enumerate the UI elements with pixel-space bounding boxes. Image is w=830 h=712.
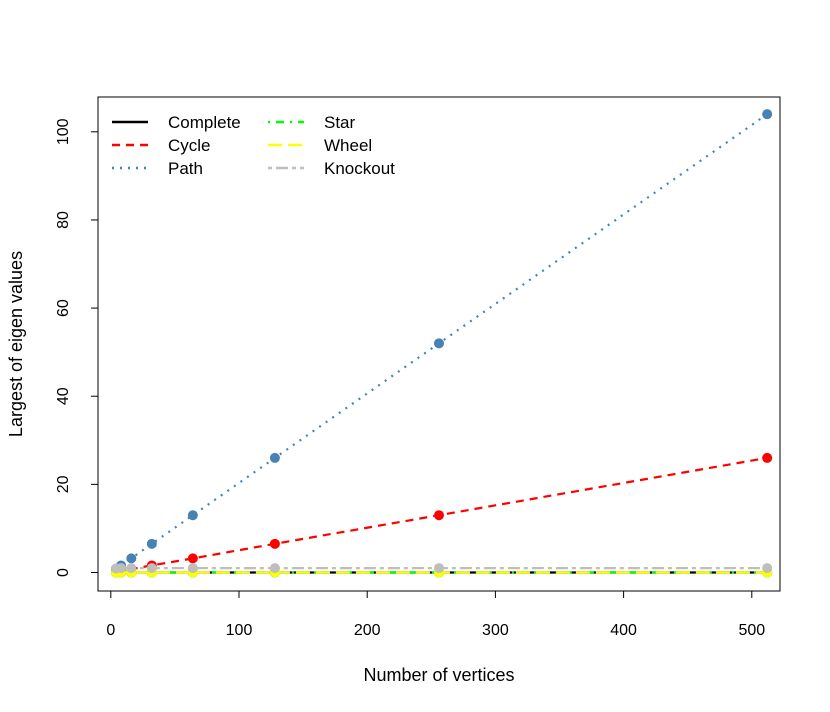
data-point	[126, 553, 137, 564]
series-path	[110, 109, 773, 574]
series-cycle	[110, 452, 773, 577]
legend-label: Wheel	[324, 136, 372, 155]
data-point	[434, 563, 444, 574]
data-point	[269, 452, 280, 463]
legend-item: Wheel	[268, 136, 372, 155]
legend-item: Knockout	[268, 159, 395, 178]
data-point	[762, 109, 773, 120]
x-tick-label: 0	[106, 622, 115, 639]
y-axis-label: Largest of eigen values	[6, 251, 26, 437]
x-tick-label: 300	[482, 622, 509, 639]
data-point	[434, 338, 444, 349]
legend-item: Path	[112, 159, 203, 178]
x-tick-label: 200	[354, 622, 381, 639]
legend: Complete Cycle Path Star Wheel Knockout	[112, 113, 395, 178]
legend-item: Star	[268, 113, 356, 132]
y-tick-label: 0	[55, 568, 72, 577]
data-point	[187, 563, 198, 574]
legend-label: Star	[324, 113, 356, 132]
y-tick-label: 20	[55, 475, 72, 493]
legend-label: Complete	[168, 113, 241, 132]
data-point	[187, 553, 198, 564]
y-tick-label: 100	[55, 118, 72, 145]
data-point	[434, 510, 444, 521]
data-point	[269, 538, 280, 549]
legend-label: Knockout	[324, 159, 395, 178]
y-tick-label: 60	[55, 299, 72, 317]
data-point	[187, 510, 198, 521]
y-tick-label: 40	[55, 387, 72, 405]
legend-item: Complete	[112, 113, 241, 132]
y-tick-label: 80	[55, 211, 72, 229]
x-tick-label: 100	[226, 622, 253, 639]
y-axis: 0 20 40 60 80 100	[55, 118, 99, 577]
series-layer	[110, 109, 773, 578]
x-tick-label: 400	[610, 622, 637, 639]
x-tick-label: 500	[738, 622, 765, 639]
legend-item: Cycle	[112, 136, 211, 155]
series-knockout	[110, 563, 773, 574]
data-point	[762, 452, 773, 463]
legend-label: Path	[168, 159, 203, 178]
x-axis: 0 100 200 300 400 500	[106, 590, 765, 639]
x-axis-label: Number of vertices	[363, 665, 514, 685]
data-point	[146, 563, 157, 574]
data-point	[126, 563, 137, 574]
data-point	[762, 563, 773, 574]
data-point	[269, 563, 280, 574]
data-point	[146, 538, 157, 549]
data-point	[116, 563, 127, 574]
legend-label: Cycle	[168, 136, 211, 155]
